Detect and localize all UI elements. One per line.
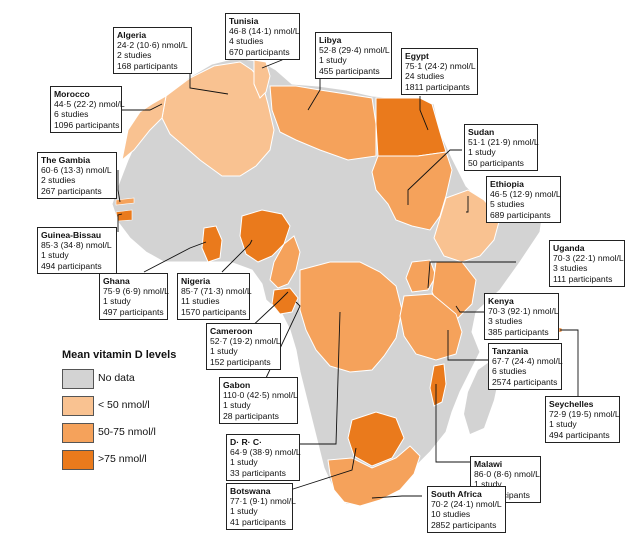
legend-label: >75 nmol/l xyxy=(98,453,147,465)
label-kenya: Kenya 70·3 (92·1) nmol/L 3 studies 385 part… xyxy=(484,293,559,340)
label-egypt: Egypt 75·1 (24·2) nmol/L 24 studies 1811 pa… xyxy=(401,48,478,95)
country-egypt xyxy=(375,97,447,157)
label-botswana: Botswana 77·1 (9·1) nmol/L 1 study 41 parti… xyxy=(226,483,296,530)
label-algeria: Algeria 24·2 (10·6) nmol/L 2 studies 168 pa… xyxy=(113,27,192,74)
country-tunisia xyxy=(253,59,271,99)
label-gabon: Gabon 110·0 (42·5) nmol/L 1 study 28 partic… xyxy=(219,377,298,424)
country-malawi xyxy=(429,363,447,407)
label-guinea-bissau: Guinea-Bissau 85·3 (34·8) nmol/L 1 study 49… xyxy=(37,227,117,274)
country-cameroon xyxy=(269,235,301,289)
legend-swatch xyxy=(62,450,94,470)
country-sudan xyxy=(371,151,453,231)
legend-swatch xyxy=(62,396,94,416)
label-sudan: Sudan 51·1 (21·9) nmol/L 1 study 50 partici… xyxy=(464,124,539,171)
label-drc: D· R· C· 64·9 (38·9) nmol/L 1 study 33 part… xyxy=(226,434,301,481)
country-drc xyxy=(299,261,403,373)
label-cameroon: Cameroon 52·7 (19·2) nmol/L 1 study 152 par… xyxy=(206,323,281,370)
label-seychelles: Seychelles 72·9 (19·5) nmol/L 1 study 494 p… xyxy=(545,396,620,443)
label-morocco: Morocco 44·5 (22·2) nmol/L 6 studies 1096 p… xyxy=(50,86,125,133)
country-botswana xyxy=(347,411,405,467)
country-morocco xyxy=(121,95,167,162)
country-south-africa xyxy=(327,445,421,507)
country-algeria xyxy=(161,61,275,177)
label-south-africa: South Africa 70·2 (24·1) nmol/L 10 studies… xyxy=(427,486,506,533)
legend-title: Mean vitamin D levels xyxy=(62,349,177,361)
country-tanzania xyxy=(399,293,463,361)
label-uganda: Uganda 70·3 (22·1) nmol/L 3 studies 111 par… xyxy=(549,240,625,287)
country-ethiopia xyxy=(433,189,501,263)
country-ghana xyxy=(201,225,223,263)
legend-label: < 50 nmol/l xyxy=(98,399,150,411)
country-gabon xyxy=(271,287,299,315)
label-tanzania: Tanzania 67·7 (24·4) nmol/L 6 studies 2574 … xyxy=(488,343,563,390)
country-nigeria xyxy=(239,209,291,263)
label-nigeria: Nigeria 85·7 (71·3) nmol/L 11 studies 1570 … xyxy=(177,273,252,320)
legend-swatch xyxy=(62,423,94,443)
label-ghana: Ghana 75·9 (6·9) nmol/L 1 study 497 partici… xyxy=(99,273,169,320)
country-guinea-bissau xyxy=(115,209,133,222)
label-ethiopia: Ethiopia 46·5 (12·9) nmol/L 5 studies 689 p… xyxy=(486,176,561,223)
label-libya: Libya 52·8 (29·4) nmol/L 1 study 455 partic… xyxy=(315,32,392,79)
label-tunisia: Tunisia 46·8 (14·1) nmol/L 4 studies 670 pa… xyxy=(225,13,300,60)
legend-label: 50-75 nmol/l xyxy=(98,426,156,438)
legend-swatch xyxy=(62,369,94,389)
legend-label: No data xyxy=(98,372,135,384)
country-the-gambia xyxy=(115,197,135,206)
label-the-gambia: The Gambia 60·6 (13·3) nmol/L 2 studies 267… xyxy=(37,152,117,199)
